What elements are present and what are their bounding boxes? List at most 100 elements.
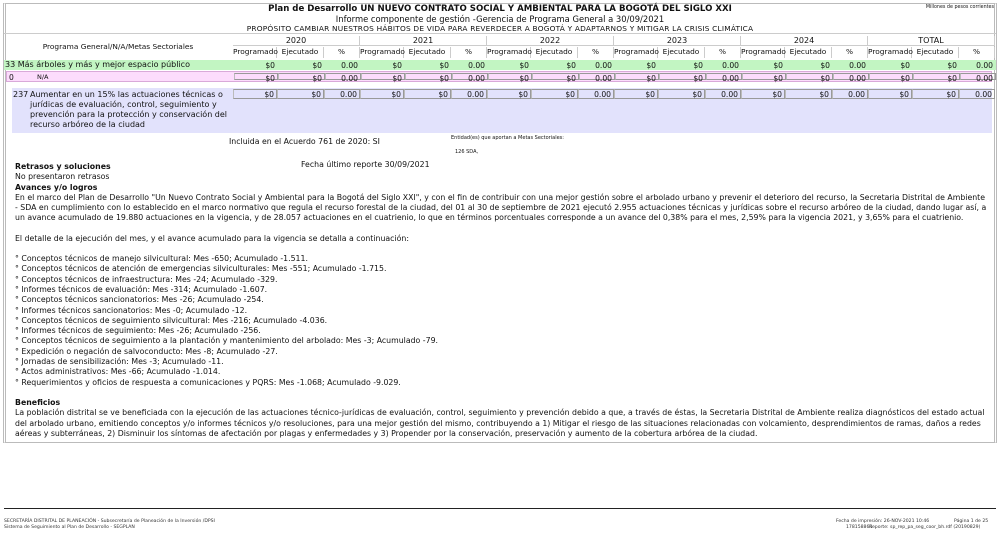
acuerdo-label: Incluida en el Acuerdo 761 de 2020: SI: [229, 137, 380, 146]
year-header-2022: 2022: [487, 36, 614, 46]
footer-print-date: Fecha de impresión: 26-NOV-2021 10:46: [836, 519, 930, 524]
subheader-pct: %: [705, 47, 741, 58]
value-cell: 0.00: [959, 89, 995, 99]
row-label: 33 Más árboles y más y mejor espacio púb…: [5, 60, 190, 69]
row-code: 0: [9, 73, 14, 82]
retrasos-text: No presentaron retrasos: [15, 172, 110, 182]
value-cell: 0.00: [451, 89, 487, 99]
subheader-ejecutado: Ejecutado: [404, 47, 451, 58]
value-cell: $0: [487, 89, 531, 99]
beneficios-title: Beneficios: [15, 397, 61, 407]
subheader-programado: Programado: [741, 47, 786, 58]
value-cell: $0: [439, 61, 449, 70]
list-item: ° Conceptos técnicos de infraestructura:…: [15, 274, 278, 284]
table-row: 237 Aumentar en un 15% las actuaciones té…: [12, 88, 995, 133]
value-cell: $0: [785, 89, 832, 99]
value-cell: $0: [742, 73, 786, 83]
subheader-programado: Programado: [487, 47, 532, 58]
avances-title: Avances y/o logros: [15, 182, 98, 192]
value-cell: $0: [488, 73, 532, 83]
subheader-ejecutado: Ejecutado: [785, 47, 832, 58]
value-cell: $0: [869, 73, 913, 83]
value-cell: $0: [614, 89, 658, 99]
fecha-ultimo-reporte: Fecha último reporte 30/09/2021: [301, 160, 430, 169]
value-cell: 0.00: [468, 61, 485, 70]
subheader-ejecutado: Ejecutado: [531, 47, 578, 58]
year-header-TOTAL: TOTAL: [868, 36, 995, 46]
year-header-2023: 2023: [614, 36, 741, 46]
report-subtitle: Informe componente de gestión -Gerencia …: [335, 14, 665, 24]
value-cell: 0.00: [976, 61, 993, 70]
entidades-label: Entidad(es) que aportan a Metas Sectoria…: [451, 135, 564, 141]
value-cell: $0: [773, 61, 783, 70]
table-row: 33 Más árboles y más y mejor espacio púb…: [4, 60, 996, 70]
subheader-pct: %: [324, 47, 360, 58]
subheader-programado: Programado: [614, 47, 659, 58]
footer-left: SECRETARÍA DISTRITAL DE PLANEACIÓN - Sub…: [4, 519, 215, 531]
value-cell: $0: [659, 73, 706, 83]
list-item: ° Actos administrativos: Mes -66; Acumul…: [15, 367, 221, 377]
avances-intro: El detalle de la ejecución del mes, y el…: [15, 233, 409, 243]
value-cell: $0: [392, 61, 402, 70]
value-cell: $0: [404, 89, 451, 99]
value-cell: 0.00: [325, 73, 361, 83]
footer-rule: [4, 508, 996, 509]
list-item: ° Conceptos técnicos de seguimiento a la…: [15, 336, 439, 346]
avances-paragraph: En el marco del Plan de Desarrollo "Un N…: [15, 192, 987, 223]
value-cell: 0.00: [595, 61, 612, 70]
value-cell: $0: [658, 89, 705, 99]
year-header-2021: 2021: [360, 36, 487, 46]
body-text: Retrasos y soluciones No presentaron ret…: [15, 162, 990, 439]
list-item: ° Conceptos técnicos de manejo silvicult…: [15, 254, 308, 264]
footer-page: Página 1 de 25: [954, 519, 989, 524]
list-item: ° Informes técnicos sancionatorios: Mes …: [15, 305, 248, 315]
beneficios-text: La población distrital se ve beneficiada…: [15, 408, 985, 438]
value-cell: $0: [868, 89, 912, 99]
subheader-ejecutado: Ejecutado: [277, 47, 324, 58]
value-cell: $0: [532, 73, 579, 83]
value-cell: 0.00: [452, 73, 488, 83]
subheader-ejecutado: Ejecutado: [658, 47, 705, 58]
footer-institution: SECRETARÍA DISTRITAL DE PLANEACIÓN - Sub…: [4, 519, 215, 524]
value-cell: $0: [820, 61, 830, 70]
label-column-header: Programa General/N/A/Metas Sectoriales: [42, 42, 194, 51]
units-label: Millones de pesos corrientes: [925, 5, 994, 10]
value-cell: $0: [278, 73, 325, 83]
divider: [4, 33, 996, 34]
value-cell: 0.00: [722, 61, 739, 70]
value-cell: $0: [913, 73, 960, 83]
subheader-ejecutado: Ejecutado: [912, 47, 959, 58]
list-item: ° Conceptos técnicos de seguimiento silv…: [15, 315, 328, 325]
list-item: ° Jornadas de sensibilización: Mes -3; A…: [15, 357, 224, 367]
value-cell: 0.00: [579, 73, 615, 83]
year-header-2020: 2020: [233, 36, 360, 46]
subheader-pct: %: [451, 47, 487, 58]
list-item: ° Conceptos técnicos de atención de emer…: [15, 264, 387, 274]
list-item: ° Expedición o negación de salvoconducto…: [15, 346, 278, 356]
value-cell: 0.00: [849, 61, 866, 70]
value-cell: $0: [566, 61, 576, 70]
value-cell: $0: [360, 89, 404, 99]
subheader-pct: %: [959, 47, 995, 58]
value-cell: 0.00: [706, 73, 742, 83]
value-cell: $0: [646, 61, 656, 70]
value-cell: 0.00: [341, 61, 358, 70]
year-header-2024: 2024: [741, 36, 868, 46]
list-item: ° Conceptos técnicos sancionatorios: Mes…: [15, 295, 264, 305]
value-cell: 0.00: [324, 89, 360, 99]
subheader-pct: %: [832, 47, 868, 58]
value-cell: $0: [233, 89, 277, 99]
subheader-pct: %: [578, 47, 614, 58]
retrasos-title: Retrasos y soluciones: [15, 162, 111, 171]
subheader-programado: Programado: [360, 47, 405, 58]
value-cell: $0: [947, 61, 957, 70]
entidad-value: 126 SDA,: [455, 149, 479, 155]
value-cell: $0: [265, 61, 275, 70]
subheader-programado: Programado: [868, 47, 913, 58]
value-cell: $0: [361, 73, 405, 83]
row-code: 237: [13, 90, 29, 99]
table-row: 0 N/A $0 $0 0.00 $0 $0 0.00 $0 $0 0.00 $0 $0 0.00 $0 $0…: [6, 71, 996, 83]
list-item: ° Informes técnicos de evaluación: Mes -…: [15, 284, 268, 294]
report-frame: [3, 3, 997, 443]
subheader-programado: Programado: [233, 47, 278, 58]
